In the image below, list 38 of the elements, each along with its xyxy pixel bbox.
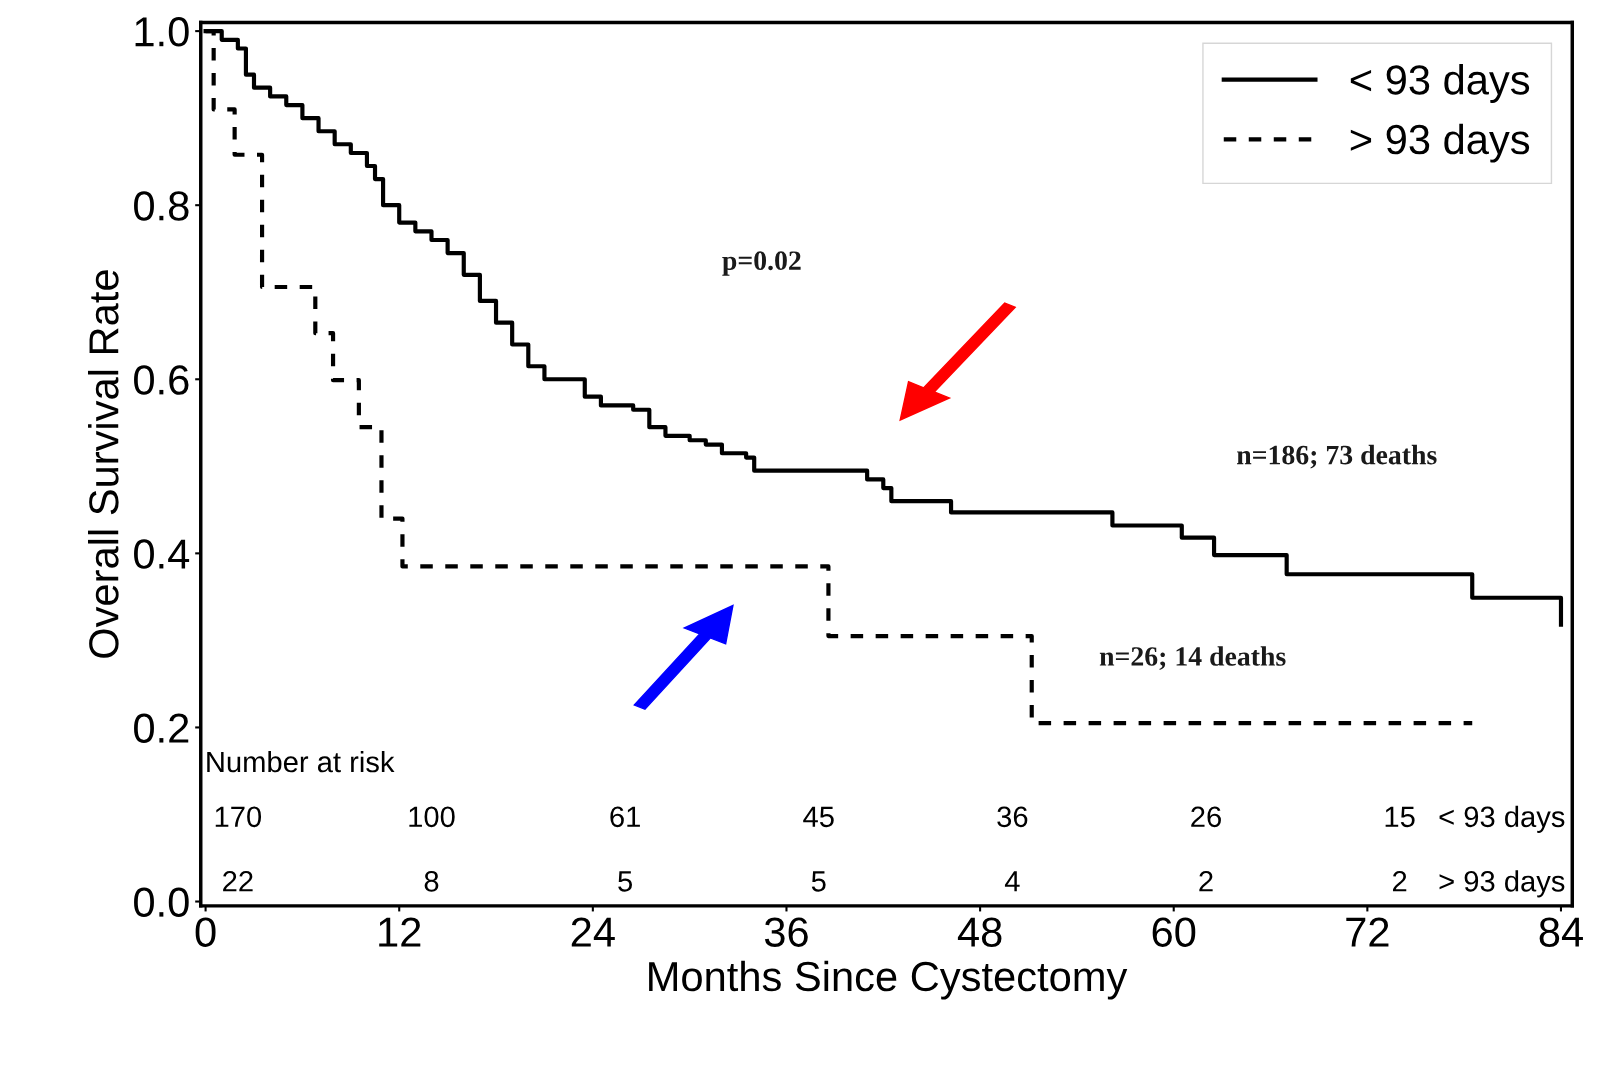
x-tick-label: 12 [379, 917, 421, 947]
annotation: Number at risk [207, 750, 395, 773]
annotation: 61 [610, 806, 640, 828]
x-axis-title: Months Since Cystectomy [649, 960, 1128, 1000]
annotation: 8 [424, 870, 439, 892]
x-tick-label: 24 [571, 917, 615, 947]
annotation: 26 [1191, 806, 1221, 828]
annotation: 100 [409, 806, 455, 828]
y-tick-label: 0.0 [134, 887, 189, 918]
annotation: 4 [1004, 871, 1020, 892]
annotation: 22 [223, 870, 253, 892]
y-tick-label: 0.4 [134, 539, 190, 569]
annotation: 2 [1199, 870, 1213, 892]
x-tick-label: 60 [1152, 917, 1196, 947]
annotation: 45 [803, 806, 834, 828]
annotation: > 93 days [1439, 870, 1565, 898]
x-tick-label: 72 [1346, 917, 1389, 947]
annotation: 5 [811, 871, 826, 892]
y-tick-label: 1.0 [135, 17, 189, 47]
y-tick-label: 0.8 [134, 191, 189, 221]
x-tick-label: 36 [764, 917, 808, 947]
y-tick-label: 0.6 [134, 365, 189, 395]
annotation: n=186; 73 deaths [1237, 444, 1437, 469]
annotation: 2 [1392, 870, 1407, 892]
annotation: n=26; 14 deaths [1099, 646, 1286, 670]
y-axis-title: Overall Survival Rate [88, 270, 119, 658]
annotation: p=0.02 [722, 251, 801, 276]
x-tick-label: 84 [1539, 917, 1583, 947]
annotation: 170 [215, 806, 262, 828]
legend-label: < 93 days [1350, 64, 1530, 103]
annotation: < 93 days [1439, 805, 1565, 833]
y-tick-label: 0.2 [134, 713, 189, 743]
x-tick-label: 48 [957, 917, 1002, 947]
annotation: 15 [1385, 806, 1415, 828]
annotation: 5 [618, 871, 632, 892]
x-tick-label: 0 [195, 917, 216, 947]
legend-label: > 93 days [1350, 123, 1530, 163]
annotation: 36 [997, 806, 1028, 828]
